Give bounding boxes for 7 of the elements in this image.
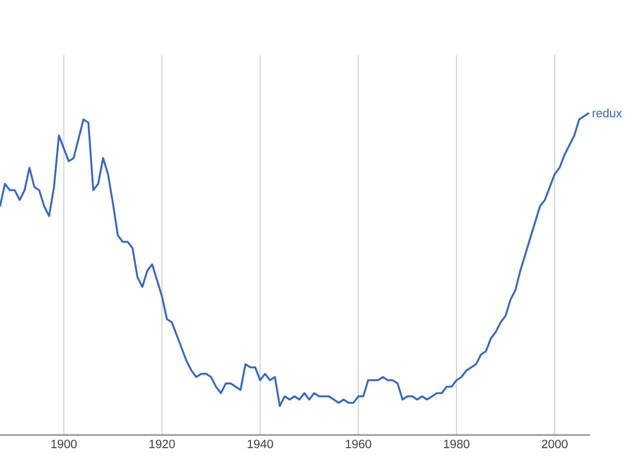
series-label: redux — [592, 108, 622, 118]
x-tick-label: 1940 — [248, 440, 274, 448]
x-tick-label: 1900 — [51, 440, 77, 448]
x-tick-label: 1980 — [444, 440, 470, 448]
x-tick-label: 1960 — [346, 440, 372, 448]
x-tick-label: 2000 — [542, 440, 568, 448]
x-tick-label: 1920 — [150, 440, 175, 448]
